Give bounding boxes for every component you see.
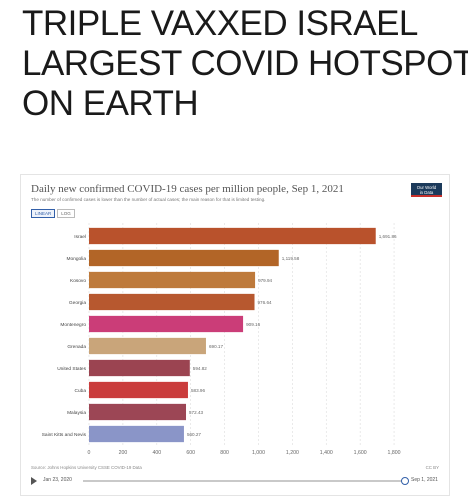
bar	[89, 315, 244, 333]
category-label: Kosovo	[70, 278, 86, 284]
timeline-end: Sep 1, 2021	[411, 477, 438, 483]
bar	[89, 425, 184, 443]
bar	[89, 381, 188, 399]
x-tick-label: 1,000	[252, 450, 265, 456]
bar	[89, 337, 206, 355]
value-label: 1,119.58	[282, 256, 300, 261]
chart-title: Daily new confirmed COVID-19 cases per m…	[31, 183, 344, 195]
x-tick-label: 1,800	[388, 450, 401, 456]
headline-line-3: ON EARTH	[22, 84, 199, 123]
bar	[89, 359, 190, 377]
x-tick-label: 800	[220, 450, 229, 456]
logo-line-1: Our World	[416, 185, 437, 190]
bar	[89, 271, 256, 289]
linear-toggle[interactable]: LINEAR	[31, 209, 56, 218]
chart-subtitle: The number of confirmed cases is lower t…	[31, 197, 266, 202]
license-link[interactable]: CC BY	[425, 465, 439, 470]
logo-line-2: in Data	[419, 190, 434, 195]
source-note: Source: Johns Hopkins University CSSE CO…	[31, 465, 142, 470]
log-toggle[interactable]: LOG	[57, 209, 75, 218]
scale-toggle: LINEAR LOG	[31, 209, 75, 218]
bar	[89, 293, 255, 311]
play-icon[interactable]	[31, 477, 37, 485]
headline-line-1: TRIPLE VAXXED ISRAEL	[22, 4, 418, 43]
bar	[89, 227, 376, 245]
x-tick-label: 0	[88, 450, 91, 456]
bar	[89, 403, 187, 421]
bar-chart: 0 200 400 600 800 1,000 1,200 1,400 1,600 1,800 Is…	[42, 223, 401, 456]
bar	[89, 249, 279, 267]
owid-logo[interactable]: Our World in Data	[411, 183, 442, 197]
category-label: Mongolia	[67, 256, 87, 262]
value-label: 909.16	[246, 322, 260, 327]
timeline-start: Jan 23, 2020	[43, 477, 72, 483]
value-label: 976.64	[258, 300, 272, 305]
value-label: 690.17	[209, 344, 223, 349]
value-label: 1,691.86	[379, 234, 397, 239]
headline: TRIPLE VAXXED ISRAEL LARGEST COVID HOTSP…	[22, 4, 468, 124]
timeline-handle[interactable]	[401, 477, 409, 485]
category-label: Cuba	[75, 388, 87, 394]
chart-card: Daily new confirmed COVID-19 cases per m…	[20, 174, 450, 496]
value-label: 583.96	[191, 388, 205, 393]
x-tick-label: 200	[119, 450, 128, 456]
value-label: 594.82	[193, 366, 207, 371]
category-label: Israel	[74, 234, 86, 240]
headline-line-2: LARGEST COVID HOTSPOT	[22, 44, 468, 83]
x-tick-label: 1,600	[354, 450, 367, 456]
category-label: Malaysia	[67, 410, 86, 416]
category-label: Montenegro	[60, 322, 86, 328]
x-tick-label: 400	[152, 450, 161, 456]
category-label: Grenada	[67, 344, 86, 350]
category-label: United States	[57, 366, 86, 372]
value-label: 560.27	[187, 432, 201, 437]
category-label: Saint Kitts and Nevis	[42, 432, 87, 438]
timeline: Jan 23, 2020 Sep 1, 2021	[31, 474, 441, 488]
x-tick-label: 1,400	[320, 450, 333, 456]
value-label: 979.94	[258, 278, 272, 283]
x-tick-label: 600	[186, 450, 195, 456]
category-label: Georgia	[69, 300, 86, 306]
timeline-track[interactable]	[83, 480, 405, 482]
value-label: 572.43	[189, 410, 203, 415]
x-tick-label: 1,200	[286, 450, 299, 456]
